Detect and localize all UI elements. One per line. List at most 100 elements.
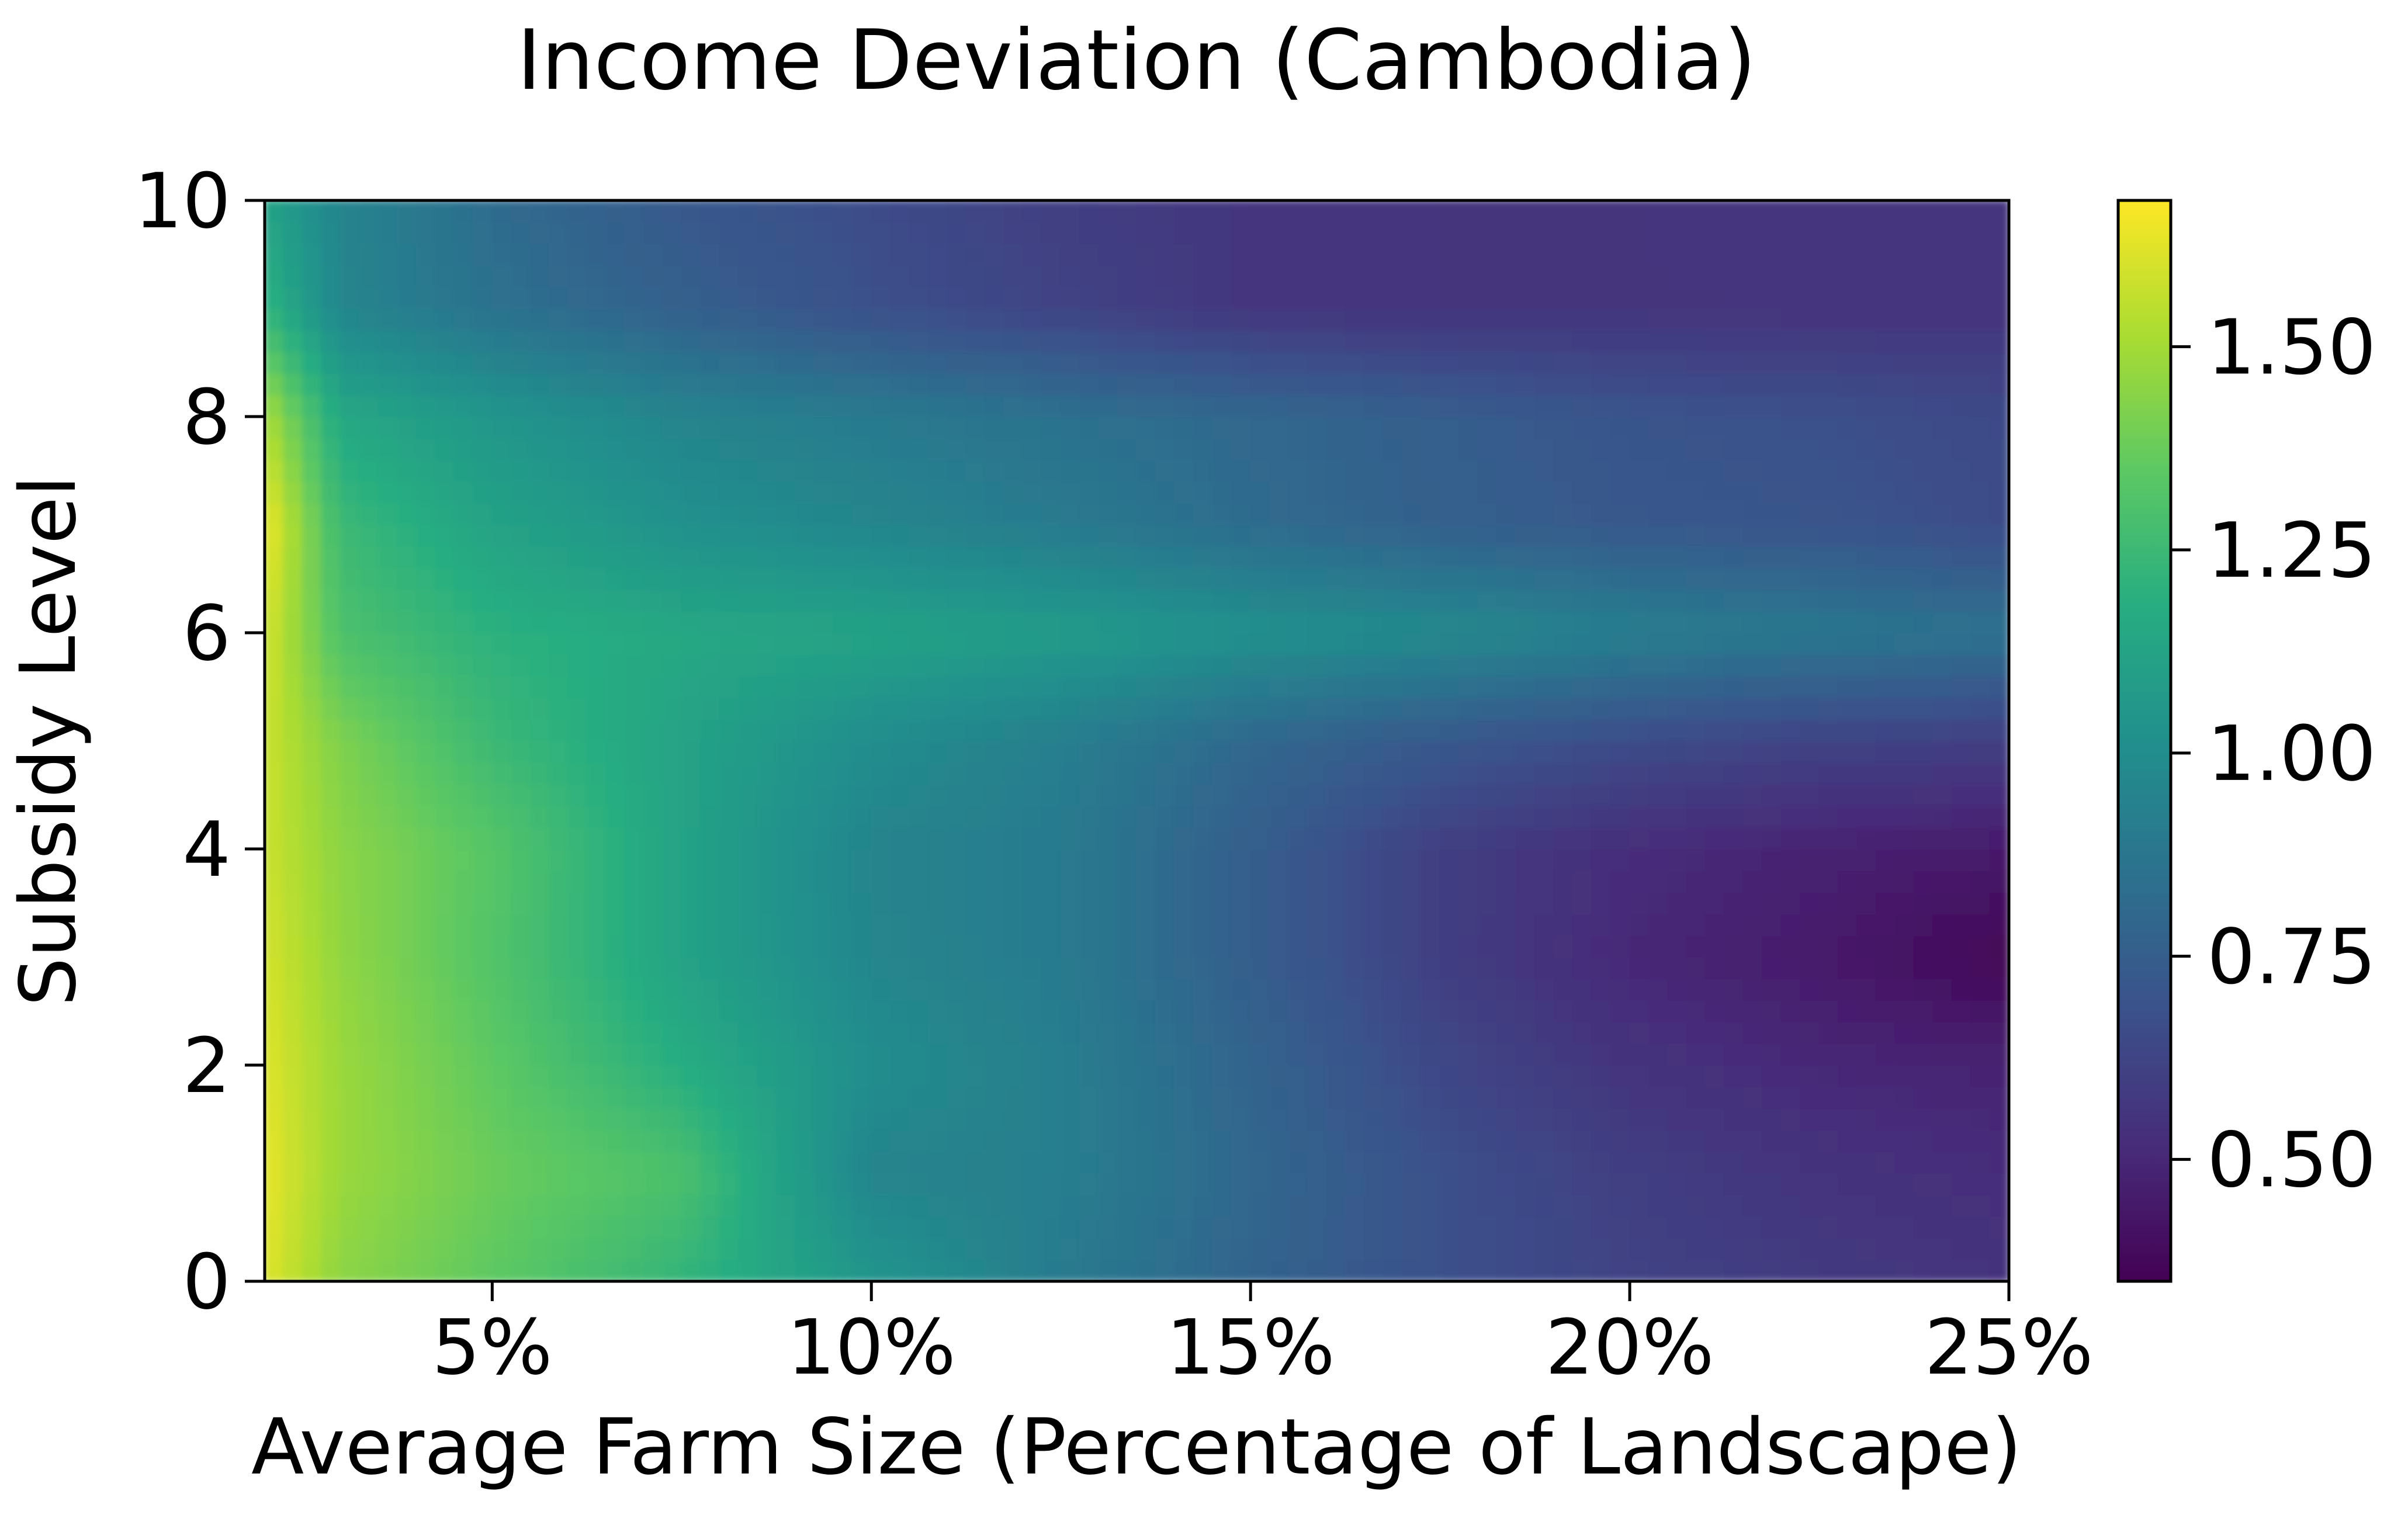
heatmap-cell	[1003, 1216, 1024, 1239]
heatmap-cell	[1629, 1086, 1650, 1109]
heatmap-cell	[1231, 351, 1252, 374]
heatmap-cell	[1136, 697, 1156, 720]
heatmap-cell	[605, 200, 626, 223]
heatmap-cell	[1724, 1021, 1744, 1044]
heatmap-cell	[453, 438, 474, 460]
heatmap-cell	[1079, 697, 1100, 720]
heatmap-cell	[1212, 351, 1232, 374]
heatmap-cell	[624, 740, 645, 763]
heatmap-cell	[1136, 286, 1156, 309]
heatmap-cell	[265, 589, 285, 612]
heatmap-cell	[1383, 481, 1403, 504]
heatmap-cell	[1307, 416, 1327, 439]
heatmap-cell	[662, 1173, 682, 1195]
heatmap-cell	[1155, 1021, 1176, 1044]
heatmap-cell	[1212, 567, 1232, 590]
heatmap-cell	[548, 1000, 569, 1022]
heatmap-cell	[1913, 308, 1934, 331]
heatmap-cell	[1629, 200, 1650, 223]
heatmap-cell	[321, 502, 341, 525]
heatmap-cell	[1515, 221, 1536, 244]
heatmap-cell	[1629, 762, 1650, 785]
heatmap-cell	[283, 762, 303, 785]
heatmap-cell	[813, 870, 834, 893]
heatmap-cell	[1666, 892, 1688, 914]
heatmap-cell	[1401, 719, 1422, 741]
heatmap-cell	[1818, 438, 1839, 460]
heatmap-cell	[1742, 502, 1763, 525]
heatmap-cell	[1193, 1108, 1214, 1131]
heatmap-cell	[302, 611, 323, 633]
heatmap-cell	[1704, 1194, 1726, 1217]
heatmap-cell	[1666, 935, 1688, 958]
heatmap-cell	[795, 913, 815, 936]
heatmap-cell	[813, 762, 834, 785]
heatmap-cell	[1818, 221, 1839, 244]
heatmap-cell	[1383, 1043, 1403, 1066]
heatmap-cell	[472, 740, 493, 763]
heatmap-cell	[1515, 956, 1536, 979]
heatmap-cell	[1420, 848, 1441, 871]
heatmap-cell	[510, 1021, 531, 1044]
heatmap-cell	[681, 416, 702, 439]
heatmap-cell	[359, 654, 379, 677]
heatmap-cell	[1288, 502, 1308, 525]
heatmap-cell	[700, 502, 720, 525]
heatmap-cell	[1591, 1259, 1612, 1281]
heatmap-cell	[1022, 502, 1043, 525]
heatmap-cell	[1742, 1259, 1763, 1281]
heatmap-cell	[871, 848, 891, 871]
heatmap-cell	[283, 827, 303, 850]
heatmap-cell	[643, 1216, 664, 1239]
heatmap-cell	[1250, 654, 1270, 677]
heatmap-cell	[586, 546, 607, 568]
heatmap-cell	[1762, 1043, 1782, 1066]
heatmap-cell	[738, 827, 758, 850]
heatmap-cell	[435, 589, 455, 612]
heatmap-cell	[1724, 654, 1744, 677]
heatmap-cell	[719, 567, 740, 590]
heatmap-cell	[700, 827, 720, 850]
heatmap-cell	[1742, 719, 1763, 741]
heatmap-cell	[491, 373, 512, 396]
heatmap-cell	[1913, 827, 1934, 850]
heatmap-cell	[1439, 762, 1460, 785]
heatmap-cell	[1022, 805, 1043, 828]
heatmap-cell	[1136, 719, 1156, 741]
heatmap-cell	[757, 286, 778, 309]
heatmap-cell	[1686, 481, 1706, 504]
heatmap-cell	[472, 546, 493, 568]
heatmap-cell	[776, 697, 796, 720]
heatmap-cell	[1894, 546, 1915, 568]
heatmap-cell	[1648, 913, 1668, 936]
heatmap-cell	[1686, 611, 1706, 633]
heatmap-cell	[1193, 654, 1214, 677]
heatmap-cell	[510, 459, 531, 482]
heatmap-cell	[662, 416, 682, 439]
heatmap-cell	[1894, 978, 1915, 1001]
heatmap-cell	[1534, 438, 1555, 460]
heatmap-cell	[738, 546, 758, 568]
heatmap-cell	[1193, 330, 1214, 352]
heatmap-cell	[548, 1173, 569, 1195]
heatmap-cell	[1288, 200, 1308, 223]
heatmap-cell	[624, 567, 645, 590]
heatmap-cell	[1136, 589, 1156, 612]
heatmap-cell	[624, 200, 645, 223]
heatmap-cell	[1704, 221, 1726, 244]
heatmap-cell	[1401, 459, 1422, 482]
heatmap-cell	[738, 1108, 758, 1131]
heatmap-cell	[1515, 978, 1536, 1001]
heatmap-cell	[1117, 351, 1138, 374]
heatmap-cell	[1875, 200, 1896, 223]
heatmap-cell	[302, 1000, 323, 1022]
heatmap-cell	[1269, 978, 1290, 1001]
heatmap-cell	[586, 892, 607, 914]
heatmap-cell	[1610, 1129, 1631, 1152]
heatmap-cell	[548, 1065, 569, 1087]
heatmap-cell	[1174, 524, 1194, 547]
heatmap-cell	[833, 438, 853, 460]
heatmap-cell	[1989, 632, 2009, 655]
heatmap-cell	[1818, 762, 1839, 785]
heatmap-cell	[586, 1237, 607, 1260]
